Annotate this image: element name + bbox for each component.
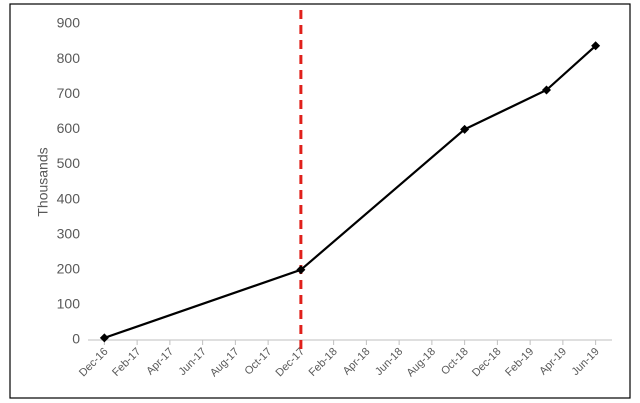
chart-frame [9, 3, 631, 399]
marker [99, 333, 109, 343]
y-tick-label: 400 [57, 190, 81, 206]
y-tick-label: 600 [57, 120, 81, 136]
y-axis-label: Thousands [35, 147, 51, 216]
y-tick-label: 100 [57, 296, 81, 312]
marker [460, 124, 470, 134]
y-tick-label: 0 [72, 331, 80, 347]
y-tick-label: 500 [57, 155, 81, 171]
y-tick-label: 300 [57, 225, 81, 241]
marker [296, 265, 306, 275]
marker [542, 85, 551, 95]
marker [591, 41, 601, 51]
y-tick-label: 200 [57, 260, 81, 276]
y-tick-label: 700 [57, 85, 81, 101]
y-tick-label: 800 [57, 50, 81, 66]
y-tick-label: 900 [57, 15, 81, 31]
